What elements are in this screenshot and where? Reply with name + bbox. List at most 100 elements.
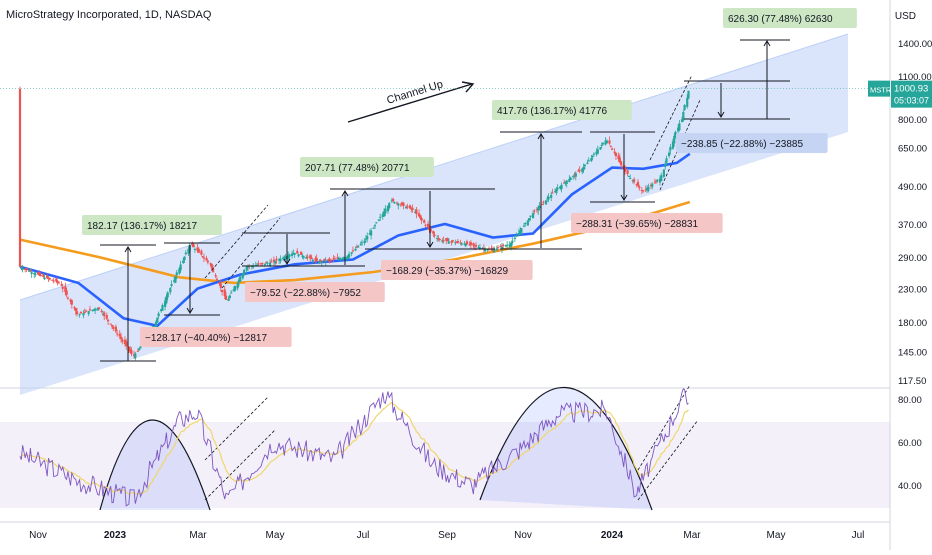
rsi-tick-label: 40.00 — [898, 481, 922, 492]
candle-body — [97, 307, 101, 309]
candle-body — [578, 169, 581, 171]
candle-body — [655, 180, 658, 182]
gain-label: 182.17 (136.17%) 18217 — [87, 221, 198, 232]
candle-body — [477, 247, 480, 249]
candle-body — [232, 289, 235, 292]
candle-body — [320, 261, 323, 263]
candle-body — [459, 242, 462, 244]
candle-body — [502, 244, 505, 246]
candle-body — [397, 203, 400, 206]
candle-body — [121, 339, 124, 342]
candle-body — [64, 286, 67, 292]
candle-body — [272, 259, 276, 262]
candle-body — [408, 205, 412, 209]
candle-body — [469, 242, 472, 246]
time-tick-label: Mar — [683, 530, 701, 541]
candle-body — [524, 223, 527, 225]
candle-body — [415, 209, 418, 215]
candle-body — [139, 346, 142, 349]
candle-body — [284, 256, 287, 260]
candle-body — [309, 255, 312, 259]
gain-label-box — [82, 215, 222, 235]
candle-body — [355, 246, 358, 248]
candle-body — [275, 258, 278, 261]
time-tick-label: Nov — [29, 530, 47, 541]
candle-body — [347, 253, 351, 258]
time-tick-label: May — [767, 530, 786, 541]
candle-body — [101, 313, 105, 315]
candle-body — [192, 244, 195, 248]
rsi-line — [19, 388, 689, 507]
candle-body — [245, 266, 248, 271]
price-tick-label: 230.00 — [898, 285, 927, 296]
candle-body — [283, 256, 286, 261]
candle-body — [255, 264, 259, 266]
candle-body — [318, 261, 321, 263]
candle-body — [202, 257, 206, 259]
candle-body — [395, 202, 399, 204]
candle-body — [57, 282, 60, 284]
candle-body — [363, 240, 366, 244]
candle-body — [382, 211, 386, 217]
candle-body — [268, 262, 272, 266]
channel-up-band — [20, 34, 848, 395]
candle-body — [682, 112, 685, 121]
candle-body — [96, 308, 99, 311]
candle-body — [640, 189, 643, 191]
candle-body — [500, 246, 504, 250]
rsi-tick-label: 80.00 — [898, 395, 922, 406]
candle-body — [568, 178, 571, 182]
candle-body — [337, 258, 340, 260]
candle-body — [228, 295, 231, 299]
candle-body — [632, 179, 636, 183]
candle-body — [183, 256, 186, 261]
candle-body — [680, 119, 684, 122]
candle-body — [34, 273, 37, 275]
candle-body — [129, 348, 132, 352]
candle-body — [392, 198, 395, 202]
candle-body — [401, 202, 404, 206]
price-tick-label: 490.00 — [898, 182, 927, 193]
candle-body — [288, 254, 291, 257]
candle-body — [428, 226, 431, 230]
candle-body — [237, 279, 241, 283]
rsi-arc-fill — [100, 420, 210, 510]
candle-body — [399, 204, 402, 206]
candle-body — [669, 146, 672, 151]
candle-body — [55, 278, 58, 282]
candle-body — [84, 310, 88, 312]
candle-body — [169, 288, 172, 293]
candle-body — [601, 142, 605, 145]
candle-body — [193, 248, 197, 250]
candle-body — [319, 260, 322, 262]
candle-body — [456, 240, 459, 243]
candle-body — [123, 339, 127, 344]
price-tick-label: 145.00 — [898, 347, 927, 358]
candle-body — [60, 284, 63, 286]
time-tick-label: May — [266, 530, 285, 541]
candle-body — [410, 208, 413, 210]
candle-body — [414, 211, 417, 213]
candle-body — [481, 247, 484, 249]
candle-body — [617, 155, 620, 160]
candle-body — [404, 206, 408, 209]
candle-body — [21, 268, 24, 270]
loss-arrow-head — [717, 111, 725, 118]
candle-body — [209, 263, 212, 265]
candle-body — [266, 262, 269, 264]
candle-body — [354, 248, 357, 251]
candle-body — [613, 151, 616, 154]
candle-body — [187, 248, 190, 254]
candle-body — [537, 207, 540, 211]
candle-body — [411, 207, 414, 210]
candle-body — [274, 261, 277, 264]
candle-body — [338, 258, 342, 261]
candle-body — [517, 233, 520, 236]
candle-body — [577, 170, 580, 172]
candle-body — [73, 307, 76, 309]
candle-body — [614, 152, 618, 157]
candle-body — [236, 282, 239, 289]
candle-body — [205, 257, 208, 261]
candle-body — [673, 136, 676, 144]
